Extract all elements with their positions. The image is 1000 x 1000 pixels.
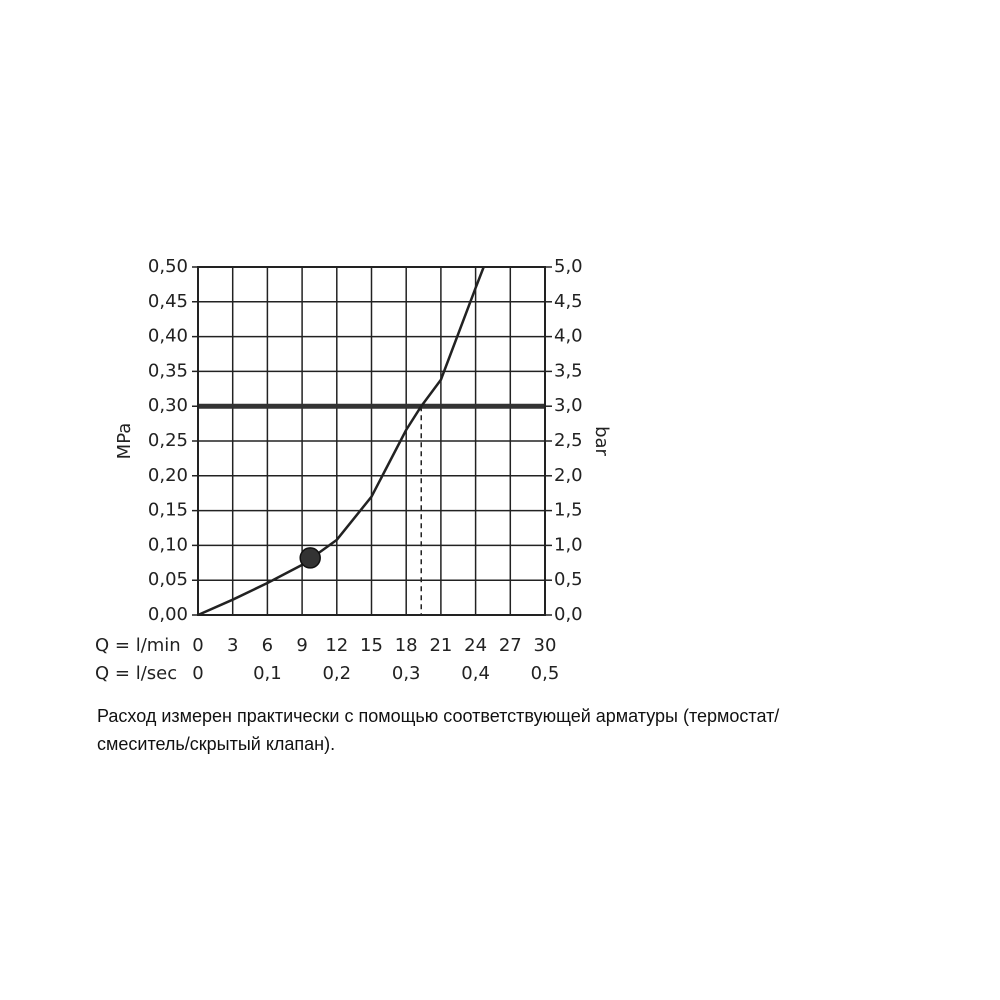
x2-tick-label: 0 [192, 663, 203, 684]
y2-tick-label: 1,0 [554, 534, 583, 555]
y2-tick-label: 2,0 [554, 465, 583, 486]
x-tick-label: 21 [429, 635, 452, 656]
y2-tick-label: 2,5 [554, 430, 583, 451]
x-tick-label: 15 [360, 635, 383, 656]
x-axis-label: Q = l/min [95, 635, 181, 656]
x2-tick-label: 0,4 [461, 663, 490, 684]
y2-tick-label: 5,0 [554, 256, 583, 277]
y-tick-label: 0,15 [148, 500, 188, 521]
y-tick-label: 0,00 [148, 604, 188, 625]
x-tick-label: 24 [464, 635, 487, 656]
y2-axis-label: bar [591, 426, 612, 456]
caption-line: смеситель/скрытый клапан). [97, 734, 336, 754]
x2-tick-label: 0,5 [531, 663, 560, 684]
x2-tick-label: 0,1 [253, 663, 282, 684]
y2-tick-label: 3,0 [554, 395, 583, 416]
x-tick-label: 0 [192, 635, 203, 656]
y-axis-label: MPa [114, 423, 135, 460]
x2-tick-label: 0,2 [322, 663, 351, 684]
y2-tick-label: 3,5 [554, 360, 583, 381]
curve [197, 266, 485, 617]
y-tick-label: 0,20 [148, 465, 188, 486]
y-tick-label: 0,10 [148, 534, 188, 555]
y-tick-label: 0,45 [148, 291, 188, 312]
x-tick-label: 18 [395, 635, 418, 656]
plot-frame [197, 266, 546, 616]
y2-tick-label: 0,0 [554, 604, 583, 625]
x-tick-label: 12 [325, 635, 348, 656]
y-tick-label: 0,25 [148, 430, 188, 451]
x-tick-label: 3 [227, 635, 238, 656]
x-tick-label: 30 [534, 635, 557, 656]
chart: 0,000,050,100,150,200,250,300,350,400,45… [95, 256, 612, 684]
marker-dot [299, 547, 321, 569]
x-tick-label: 27 [499, 635, 522, 656]
y2-tick-label: 4,5 [554, 291, 583, 312]
y-tick-label: 0,05 [148, 569, 188, 590]
y2-tick-label: 4,0 [554, 326, 583, 347]
x-tick-label: 6 [262, 635, 273, 656]
y2-tick-label: 1,5 [554, 500, 583, 521]
x2-tick-label: 0,3 [392, 663, 421, 684]
x2-axis-label: Q = l/sec [95, 663, 177, 684]
x-tick-label: 9 [296, 635, 307, 656]
y2-tick-label: 0,5 [554, 569, 583, 590]
y-tick-label: 0,30 [148, 395, 188, 416]
y-tick-label: 0,35 [148, 360, 188, 381]
y-tick-label: 0,40 [148, 326, 188, 347]
caption-line: Расход измерен практически с помощью соо… [97, 706, 780, 726]
y-tick-label: 0,50 [148, 256, 188, 277]
